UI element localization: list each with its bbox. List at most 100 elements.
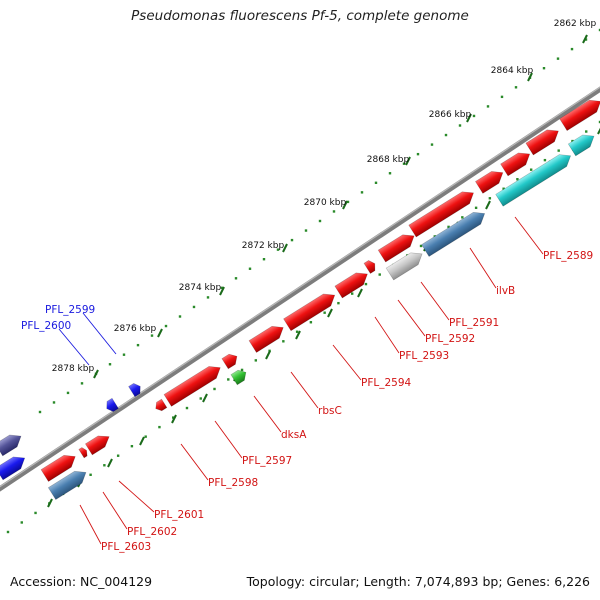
- inner-ring-dot: [295, 330, 299, 333]
- kbp-tick-mark: [219, 286, 225, 296]
- outer-ring-dot: [584, 38, 588, 41]
- outer-ring-dot: [136, 343, 140, 347]
- kbp-tick-mark: [282, 243, 288, 253]
- kbp-tick-label: 2874 kbp: [179, 283, 222, 293]
- inner-tick-mark: [327, 308, 333, 318]
- kbp-tick-mark: [93, 369, 99, 379]
- outer-ring-dot: [346, 200, 350, 204]
- leader-line: [180, 443, 209, 481]
- inner-tick-mark: [597, 127, 600, 135]
- outer-ring-dot: [164, 324, 168, 328]
- inner-ring-dot: [529, 168, 533, 171]
- gene-dksa-red: [221, 353, 238, 370]
- inner-tick-mark: [107, 458, 113, 468]
- accession-text: Accession: NC_004129: [10, 574, 153, 589]
- outer-ring-dot: [262, 258, 266, 261]
- outer-ring-dot: [542, 67, 546, 70]
- inner-tick-mark: [139, 436, 145, 446]
- outer-ring-dot: [472, 114, 476, 118]
- gene-label: dksA: [281, 429, 307, 441]
- outer-ring-dot: [150, 334, 154, 337]
- outer-ring-dot: [500, 95, 504, 99]
- gene-label: PFL_2597: [242, 455, 292, 467]
- outer-ring-dot: [388, 172, 392, 175]
- gene-grey-shape: [385, 252, 423, 281]
- inner-ring-dot: [309, 321, 313, 324]
- inner-ring-dot: [323, 311, 326, 314]
- backbone-line: [0, 86, 600, 492]
- leader-line: [514, 216, 544, 255]
- outer-ring-dot: [220, 286, 224, 290]
- kbp-tick-label: 2868 kbp: [367, 155, 410, 165]
- outer-ring-dot: [206, 296, 210, 299]
- gene-pfl-2589b-shape: [525, 129, 559, 156]
- inner-ring-dot: [585, 130, 588, 133]
- gene-pfl-2601-shape: [84, 435, 110, 456]
- kbp-tick-label: 2878 kbp: [52, 364, 95, 374]
- inner-ring-dot: [447, 225, 450, 229]
- outer-ring-dot: [122, 353, 126, 356]
- gene-label: PFL_2594: [361, 377, 412, 389]
- inner-ring-dot: [350, 292, 354, 295]
- kbp-tick-label: 2862 kbp: [554, 19, 597, 29]
- leader-line: [420, 281, 450, 321]
- gene-pfl-2603-shape: [40, 454, 76, 482]
- inner-ring-dot: [516, 178, 519, 181]
- gene-label: PFL_2603: [101, 541, 151, 553]
- inner-tick-mark: [265, 350, 271, 360]
- gene-cyan-a: [567, 134, 595, 157]
- map-title: Pseudomonas fluorescens Pf-5, complete g…: [131, 8, 469, 24]
- gene-pfl-2592-shape: [363, 260, 376, 274]
- gene-grey: [385, 252, 423, 281]
- kbp-tick-mark: [157, 328, 163, 338]
- gene-ilvb-b: [475, 171, 504, 194]
- inner-ring-dot: [254, 359, 258, 362]
- outer-ring-dot: [598, 28, 600, 32]
- inner-ring-dot: [364, 282, 368, 286]
- gene-steel-b-shape: [47, 470, 87, 500]
- leader-line: [102, 491, 128, 530]
- kbp-tick-mark: [582, 34, 588, 44]
- gene-pfl-2597: [163, 366, 221, 407]
- gene-label: rbsC: [318, 405, 342, 417]
- gene-label: PFL_2602: [127, 526, 177, 538]
- gene-pfl-2591: [377, 234, 415, 263]
- kbp-tick-mark: [466, 113, 472, 123]
- gene-pfl-2594: [283, 293, 336, 332]
- inner-ring-dot: [557, 149, 560, 152]
- inner-tick-mark: [485, 200, 491, 210]
- gene-label: ilvB: [496, 285, 515, 297]
- inner-ring-dot: [488, 197, 492, 200]
- gene-purple-shape: [0, 434, 22, 457]
- outer-ring-dot: [514, 86, 518, 89]
- gene-pfl-2602-shape: [78, 447, 88, 459]
- gene-label: PFL_2600: [21, 320, 71, 332]
- backbone-highlight: [0, 86, 600, 488]
- inner-ring-dot: [598, 120, 600, 124]
- outer-ring-dot: [486, 105, 490, 108]
- gene-pfl-2593: [334, 272, 368, 299]
- inner-ring-dot: [571, 139, 574, 143]
- leader-line: [79, 504, 102, 545]
- outer-ring-dot: [234, 277, 238, 280]
- inner-ring-dot: [199, 397, 202, 400]
- leader-line: [374, 316, 400, 354]
- outer-ring-dot: [248, 267, 252, 270]
- gene-cyan-b: [495, 154, 572, 207]
- gene-pfl-2601: [84, 435, 110, 456]
- gene-blue-b: [106, 397, 119, 412]
- gene-rbsc: [248, 325, 284, 353]
- gene-label: PFL_2598: [208, 477, 258, 489]
- kbp-tick-label: 2872 kbp: [242, 241, 285, 251]
- outer-ring-dot: [66, 391, 70, 395]
- gene-label: PFL_2593: [399, 350, 449, 362]
- kbp-tick-mark: [405, 156, 411, 166]
- inner-ring-dot: [213, 387, 216, 391]
- inner-ring-dot: [502, 187, 505, 190]
- inner-tick-mark: [295, 330, 301, 340]
- outer-ring-dot: [360, 191, 364, 194]
- outer-ring-dot: [444, 133, 448, 137]
- outer-ring-dot: [80, 382, 84, 385]
- gene-pfl-2593-shape: [334, 272, 368, 299]
